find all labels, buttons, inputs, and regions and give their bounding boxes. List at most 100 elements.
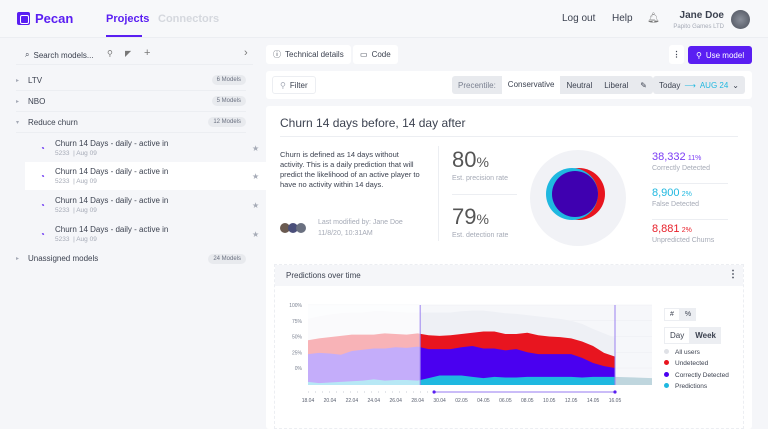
- period-day-button[interactable]: Day: [664, 327, 691, 344]
- stat-value: 8,881: [652, 223, 680, 235]
- active-tab-indicator: [106, 35, 142, 37]
- model-item[interactable]: ◔ Churn 14 Days - daily - active in 5233 |…: [25, 191, 276, 219]
- model-status-icon: ◔: [40, 143, 45, 153]
- caret-right-icon: ▸: [16, 256, 20, 262]
- unit-count-button[interactable]: #: [664, 308, 680, 321]
- legend-item[interactable]: All users: [664, 347, 729, 358]
- group-unassigned[interactable]: ▸ Unassigned models 24 Models: [16, 248, 246, 269]
- legend-item[interactable]: Predictions: [664, 381, 729, 392]
- model-count-badge: 5 Models: [211, 96, 246, 106]
- stat-value: 8,900: [652, 187, 680, 199]
- stats-list: 38,332 11% Correctly Detected 8,900 2% Fals…: [652, 151, 728, 259]
- more-options-button[interactable]: ⋮: [669, 45, 684, 64]
- model-title: Churn 14 days before, 14 day after: [280, 116, 466, 130]
- stat-label: Unpredicted Churns: [652, 237, 715, 244]
- percentile-liberal[interactable]: Liberal: [604, 80, 629, 90]
- group-ltv[interactable]: ▸ LTV 6 Models: [16, 70, 246, 91]
- model-description: Churn is defined as 14 days without acti…: [280, 150, 420, 189]
- collaborator-avatars: [280, 223, 306, 233]
- legend-dot-icon: [664, 382, 669, 388]
- panel-header: [275, 265, 743, 286]
- detection-value: 79%: [452, 204, 489, 230]
- logout-link[interactable]: Log out: [562, 13, 596, 24]
- unit-percent-button[interactable]: %: [679, 308, 697, 321]
- group-label: Reduce churn: [28, 117, 78, 127]
- star-icon[interactable]: ★: [252, 171, 260, 181]
- model-item[interactable]: ◔ Churn 14 Days - daily - active in 5233 |…: [25, 134, 276, 162]
- stat-percent: 2%: [681, 191, 692, 198]
- code-icon: ▭: [360, 50, 368, 59]
- date-range-picker[interactable]: Today ⟶ AUG 24 ⌄: [653, 76, 745, 94]
- plug-icon: ⚲: [696, 50, 702, 60]
- venn-correct: [552, 171, 598, 217]
- model-item-selected[interactable]: ◔ Churn 14 Days - daily - active in 5233 |…: [25, 162, 276, 190]
- panel-more-icon[interactable]: ⋮: [728, 269, 738, 280]
- model-name: Churn 14 Days - daily - active in: [55, 139, 169, 148]
- stat-2: 8,881 2% Unpredicted Churns: [652, 223, 728, 256]
- use-model-button[interactable]: ⚲ Use model: [688, 46, 753, 64]
- legend-dot-icon: [664, 371, 669, 377]
- filter-button[interactable]: ⚲ Filter: [272, 76, 316, 94]
- model-count-badge: 12 Models: [208, 117, 246, 127]
- search-icon: ⌕: [25, 50, 30, 59]
- avatar[interactable]: [731, 10, 750, 29]
- code-button[interactable]: ▭ Code: [353, 45, 398, 64]
- model-count-badge: 24 Models: [208, 253, 246, 264]
- model-id: 5233: [55, 207, 70, 214]
- brand-logo[interactable]: Pecan: [17, 11, 73, 26]
- sort-icon[interactable]: ◤: [125, 49, 132, 58]
- tab-projects[interactable]: Projects: [106, 13, 150, 25]
- legend-dot-icon: [664, 349, 669, 354]
- add-icon[interactable]: +: [144, 47, 151, 59]
- modified-by: Last modified by: Jane Doe: [318, 219, 403, 226]
- tab-connectors[interactable]: Connectors: [158, 13, 220, 25]
- bell-icon[interactable]: 🔔︎: [647, 13, 660, 24]
- legend-item[interactable]: Correctly Detected: [664, 370, 729, 381]
- detection-unit: %: [476, 211, 489, 227]
- period-week-button[interactable]: Week: [690, 327, 721, 344]
- legend-label: Predictions: [675, 382, 708, 390]
- filter-icon: ⚲: [280, 80, 286, 90]
- model-date: Aug 09: [76, 207, 97, 214]
- search-models[interactable]: ⌕ Search models...: [25, 50, 94, 60]
- model-date: Aug 09: [76, 150, 97, 157]
- model-date: Aug 09: [76, 178, 97, 185]
- chevron-down-icon: ⌄: [732, 80, 739, 90]
- legend-item[interactable]: Undetected: [664, 358, 729, 369]
- star-icon[interactable]: ★: [252, 229, 260, 239]
- legend-label: Correctly Detected: [675, 371, 729, 379]
- group-nbo[interactable]: ▸ NBO 5 Models: [16, 91, 246, 112]
- star-icon[interactable]: ★: [252, 143, 260, 153]
- legend-dot-icon: [664, 360, 669, 366]
- model-name: Churn 14 Days - daily - active in: [55, 225, 169, 234]
- technical-details-button[interactable]: ⓘ Technical details: [266, 45, 351, 64]
- star-icon[interactable]: ★: [252, 200, 260, 210]
- model-status-icon: ◔: [40, 229, 45, 239]
- use-model-label: Use model: [705, 50, 745, 60]
- model-name: Churn 14 Days - daily - active in: [55, 196, 169, 205]
- model-item[interactable]: ◔ Churn 14 Days - daily - active in 5233 |…: [25, 220, 276, 248]
- group-reduce-churn[interactable]: ▾ Reduce churn 12 Models: [16, 112, 246, 133]
- caret-right-icon: ▸: [16, 98, 20, 105]
- group-label: LTV: [28, 75, 43, 85]
- collapse-chevron-icon[interactable]: ›: [244, 47, 248, 59]
- filter-icon[interactable]: ⚲: [107, 49, 113, 58]
- percentile-neutral[interactable]: Neutral: [566, 80, 593, 90]
- precision-unit: %: [476, 154, 489, 170]
- top-header: Pecan Projects Connectors Log out Help 🔔…: [0, 0, 768, 38]
- edit-pencil-icon[interactable]: ✎: [640, 80, 647, 90]
- code-label: Code: [371, 50, 391, 59]
- unit-toggle: #%: [664, 308, 697, 321]
- divider: [452, 194, 517, 195]
- filter-label: Filter: [289, 80, 308, 90]
- percentile-label: Precentile:: [458, 80, 496, 90]
- brand-name: Pecan: [35, 11, 74, 26]
- model-id: 5233: [55, 236, 70, 243]
- technical-details-label: Technical details: [285, 50, 344, 59]
- stat-1: 8,900 2% False Detected: [652, 187, 728, 220]
- percentile-conservative[interactable]: Conservative: [501, 76, 561, 94]
- help-link[interactable]: Help: [612, 13, 633, 24]
- filter-bar: ⚲ Filter Precentile: Conservative Neutral…: [266, 71, 752, 99]
- detection-number: 79: [452, 204, 477, 229]
- search-input[interactable]: Search models...: [33, 50, 94, 60]
